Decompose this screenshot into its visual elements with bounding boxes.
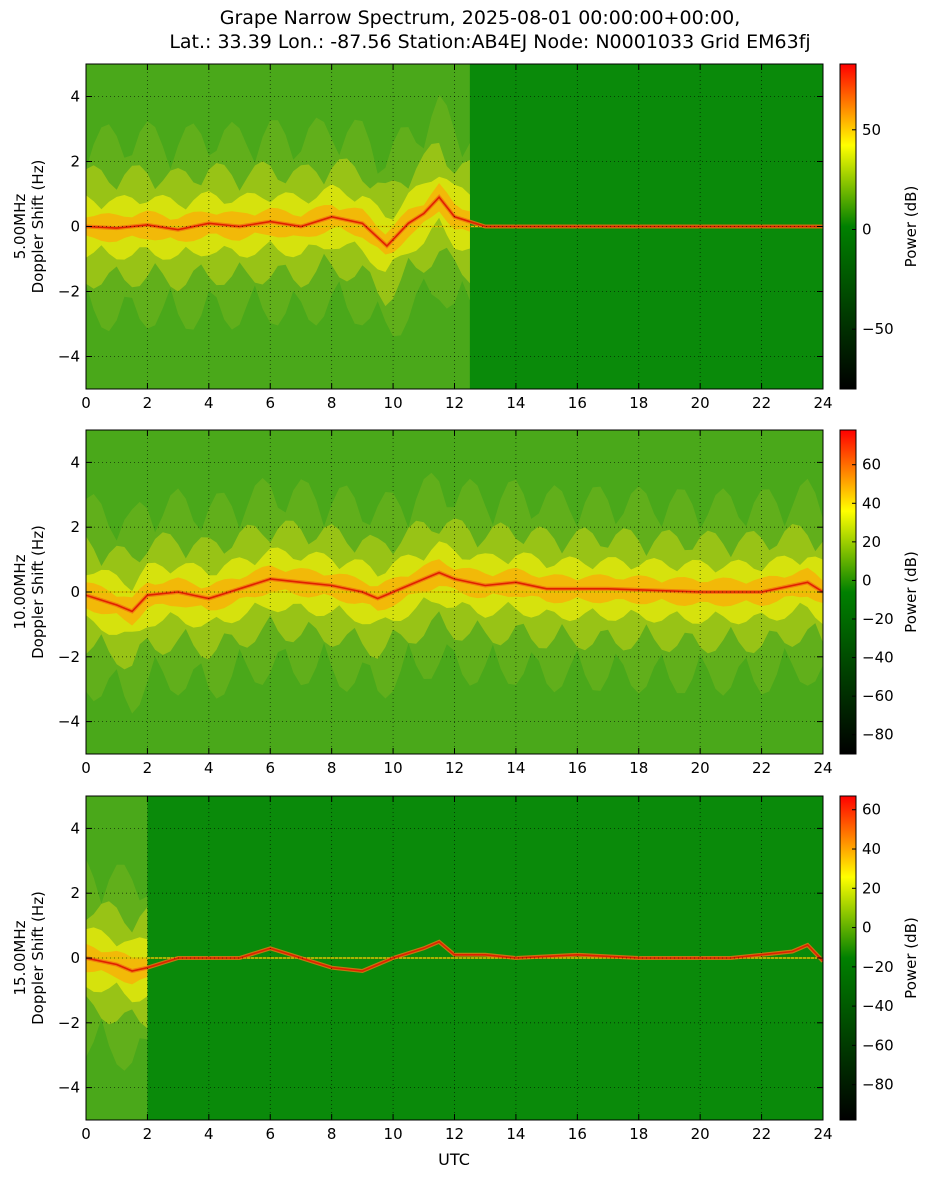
x-tick-label: 24 <box>813 1125 832 1143</box>
colorbar-tick-label: −60 <box>862 687 894 705</box>
x-tick-label: 22 <box>752 759 771 777</box>
y-tick-label: −4 <box>58 348 80 366</box>
x-tick-label: 16 <box>568 759 587 777</box>
x-tick-label: 2 <box>143 394 153 412</box>
x-tick-label: 8 <box>327 759 337 777</box>
y-tick-label: 2 <box>70 153 80 171</box>
y-tick-label: −2 <box>58 283 80 301</box>
x-tick-label: 4 <box>204 759 214 777</box>
x-tick-label: 2 <box>143 759 153 777</box>
y-tick-label: 2 <box>70 518 80 536</box>
x-tick-label: 20 <box>691 759 710 777</box>
x-tick-label: 4 <box>204 394 214 412</box>
carrier-track-line <box>86 571 823 613</box>
colorbar-tick-label: 20 <box>862 533 881 551</box>
x-tick-label: 24 <box>813 394 832 412</box>
x-tick-label: 22 <box>752 1125 771 1143</box>
colorbar-tick-label: 0 <box>862 571 872 589</box>
x-tick-label: 0 <box>81 394 91 412</box>
x-tick-label: 16 <box>568 394 587 412</box>
x-tick-label: 10 <box>384 1125 403 1143</box>
x-tick-label: 10 <box>384 759 403 777</box>
chart-title-line1: Grape Narrow Spectrum, 2025-08-01 00:00:… <box>220 7 741 29</box>
x-tick-label: 22 <box>752 394 771 412</box>
colorbar-tick-label: 40 <box>862 840 881 858</box>
x-tick-label: 4 <box>204 1125 214 1143</box>
y-tick-label: 4 <box>70 453 80 471</box>
x-tick-label: 8 <box>327 394 337 412</box>
colorbar-tick-label: 0 <box>862 919 872 937</box>
x-tick-label: 12 <box>445 759 464 777</box>
y-tick-label: −4 <box>58 1079 80 1097</box>
colorbar-tick-label: 60 <box>862 456 881 474</box>
x-tick-label: 20 <box>691 1125 710 1143</box>
colorbar-tick-label: −50 <box>862 320 894 338</box>
x-tick-label: 6 <box>265 1125 275 1143</box>
colorbar-label: Power (dB) <box>902 917 920 999</box>
heatmap-area <box>86 64 823 389</box>
colorbar-tick-label: 0 <box>862 220 872 238</box>
colorbar-tick-label: −80 <box>862 726 894 744</box>
x-tick-label: 2 <box>143 1125 153 1143</box>
colorbar-tick-label: −20 <box>862 958 894 976</box>
x-tick-label: 18 <box>629 394 648 412</box>
colorbar-tick-label: 40 <box>862 494 881 512</box>
panel-y-axis-label: Doppler Shift (Hz) <box>29 160 47 294</box>
colorbar-label: Power (dB) <box>902 186 920 268</box>
doppler-spread-layer <box>86 559 823 626</box>
x-tick-label: 16 <box>568 1125 587 1143</box>
panel-frequency-label: 15.00MHz <box>11 920 29 995</box>
y-tick-label: 0 <box>70 949 80 967</box>
panel-frequency-label: 10.00MHz <box>11 554 29 629</box>
colorbar <box>839 429 857 755</box>
colorbar-tick-label: 20 <box>862 879 881 897</box>
y-tick-label: −2 <box>58 1014 80 1032</box>
x-axis-label: UTC <box>438 1150 470 1169</box>
y-tick-label: 0 <box>70 218 80 236</box>
x-tick-label: 14 <box>506 759 525 777</box>
panel-y-axis-label: Doppler Shift (Hz) <box>29 891 47 1025</box>
colorbar-tick-label: −80 <box>862 1076 894 1094</box>
x-tick-label: 20 <box>691 394 710 412</box>
carrier-track-line <box>86 940 823 972</box>
colorbar-tick-label: −20 <box>862 610 894 628</box>
colorbar <box>839 795 857 1121</box>
colorbar <box>839 63 857 390</box>
colorbar-label: Power (dB) <box>902 551 920 633</box>
y-tick-label: 4 <box>70 819 80 837</box>
heatmap-area <box>86 796 823 1120</box>
colorbar-tick-label: 60 <box>862 801 881 819</box>
x-tick-label: 24 <box>813 759 832 777</box>
chart-title-line2: Lat.: 33.39 Lon.: -87.56 Station:AB4EJ N… <box>169 31 810 53</box>
x-tick-label: 0 <box>81 759 91 777</box>
x-tick-label: 18 <box>629 759 648 777</box>
y-tick-label: −4 <box>58 713 80 731</box>
x-tick-label: 18 <box>629 1125 648 1143</box>
y-tick-label: 2 <box>70 884 80 902</box>
x-tick-label: 12 <box>445 1125 464 1143</box>
heatmap-area <box>86 430 823 754</box>
x-tick-label: 6 <box>265 394 275 412</box>
x-tick-label: 14 <box>506 394 525 412</box>
x-tick-label: 10 <box>384 394 403 412</box>
colorbar-tick-label: −40 <box>862 997 894 1015</box>
panel-frequency-label: 5.00MHz <box>11 194 29 260</box>
x-tick-label: 14 <box>506 1125 525 1143</box>
x-tick-label: 8 <box>327 1125 337 1143</box>
y-tick-label: 4 <box>70 88 80 106</box>
x-tick-label: 6 <box>265 759 275 777</box>
panel-y-axis-label: Doppler Shift (Hz) <box>29 525 47 659</box>
colorbar-tick-label: −40 <box>862 649 894 667</box>
x-tick-label: 0 <box>81 1125 91 1143</box>
colorbar-tick-label: 50 <box>862 121 881 139</box>
x-tick-label: 12 <box>445 394 464 412</box>
y-tick-label: 0 <box>70 583 80 601</box>
colorbar-tick-label: −60 <box>862 1036 894 1054</box>
y-tick-label: −2 <box>58 648 80 666</box>
